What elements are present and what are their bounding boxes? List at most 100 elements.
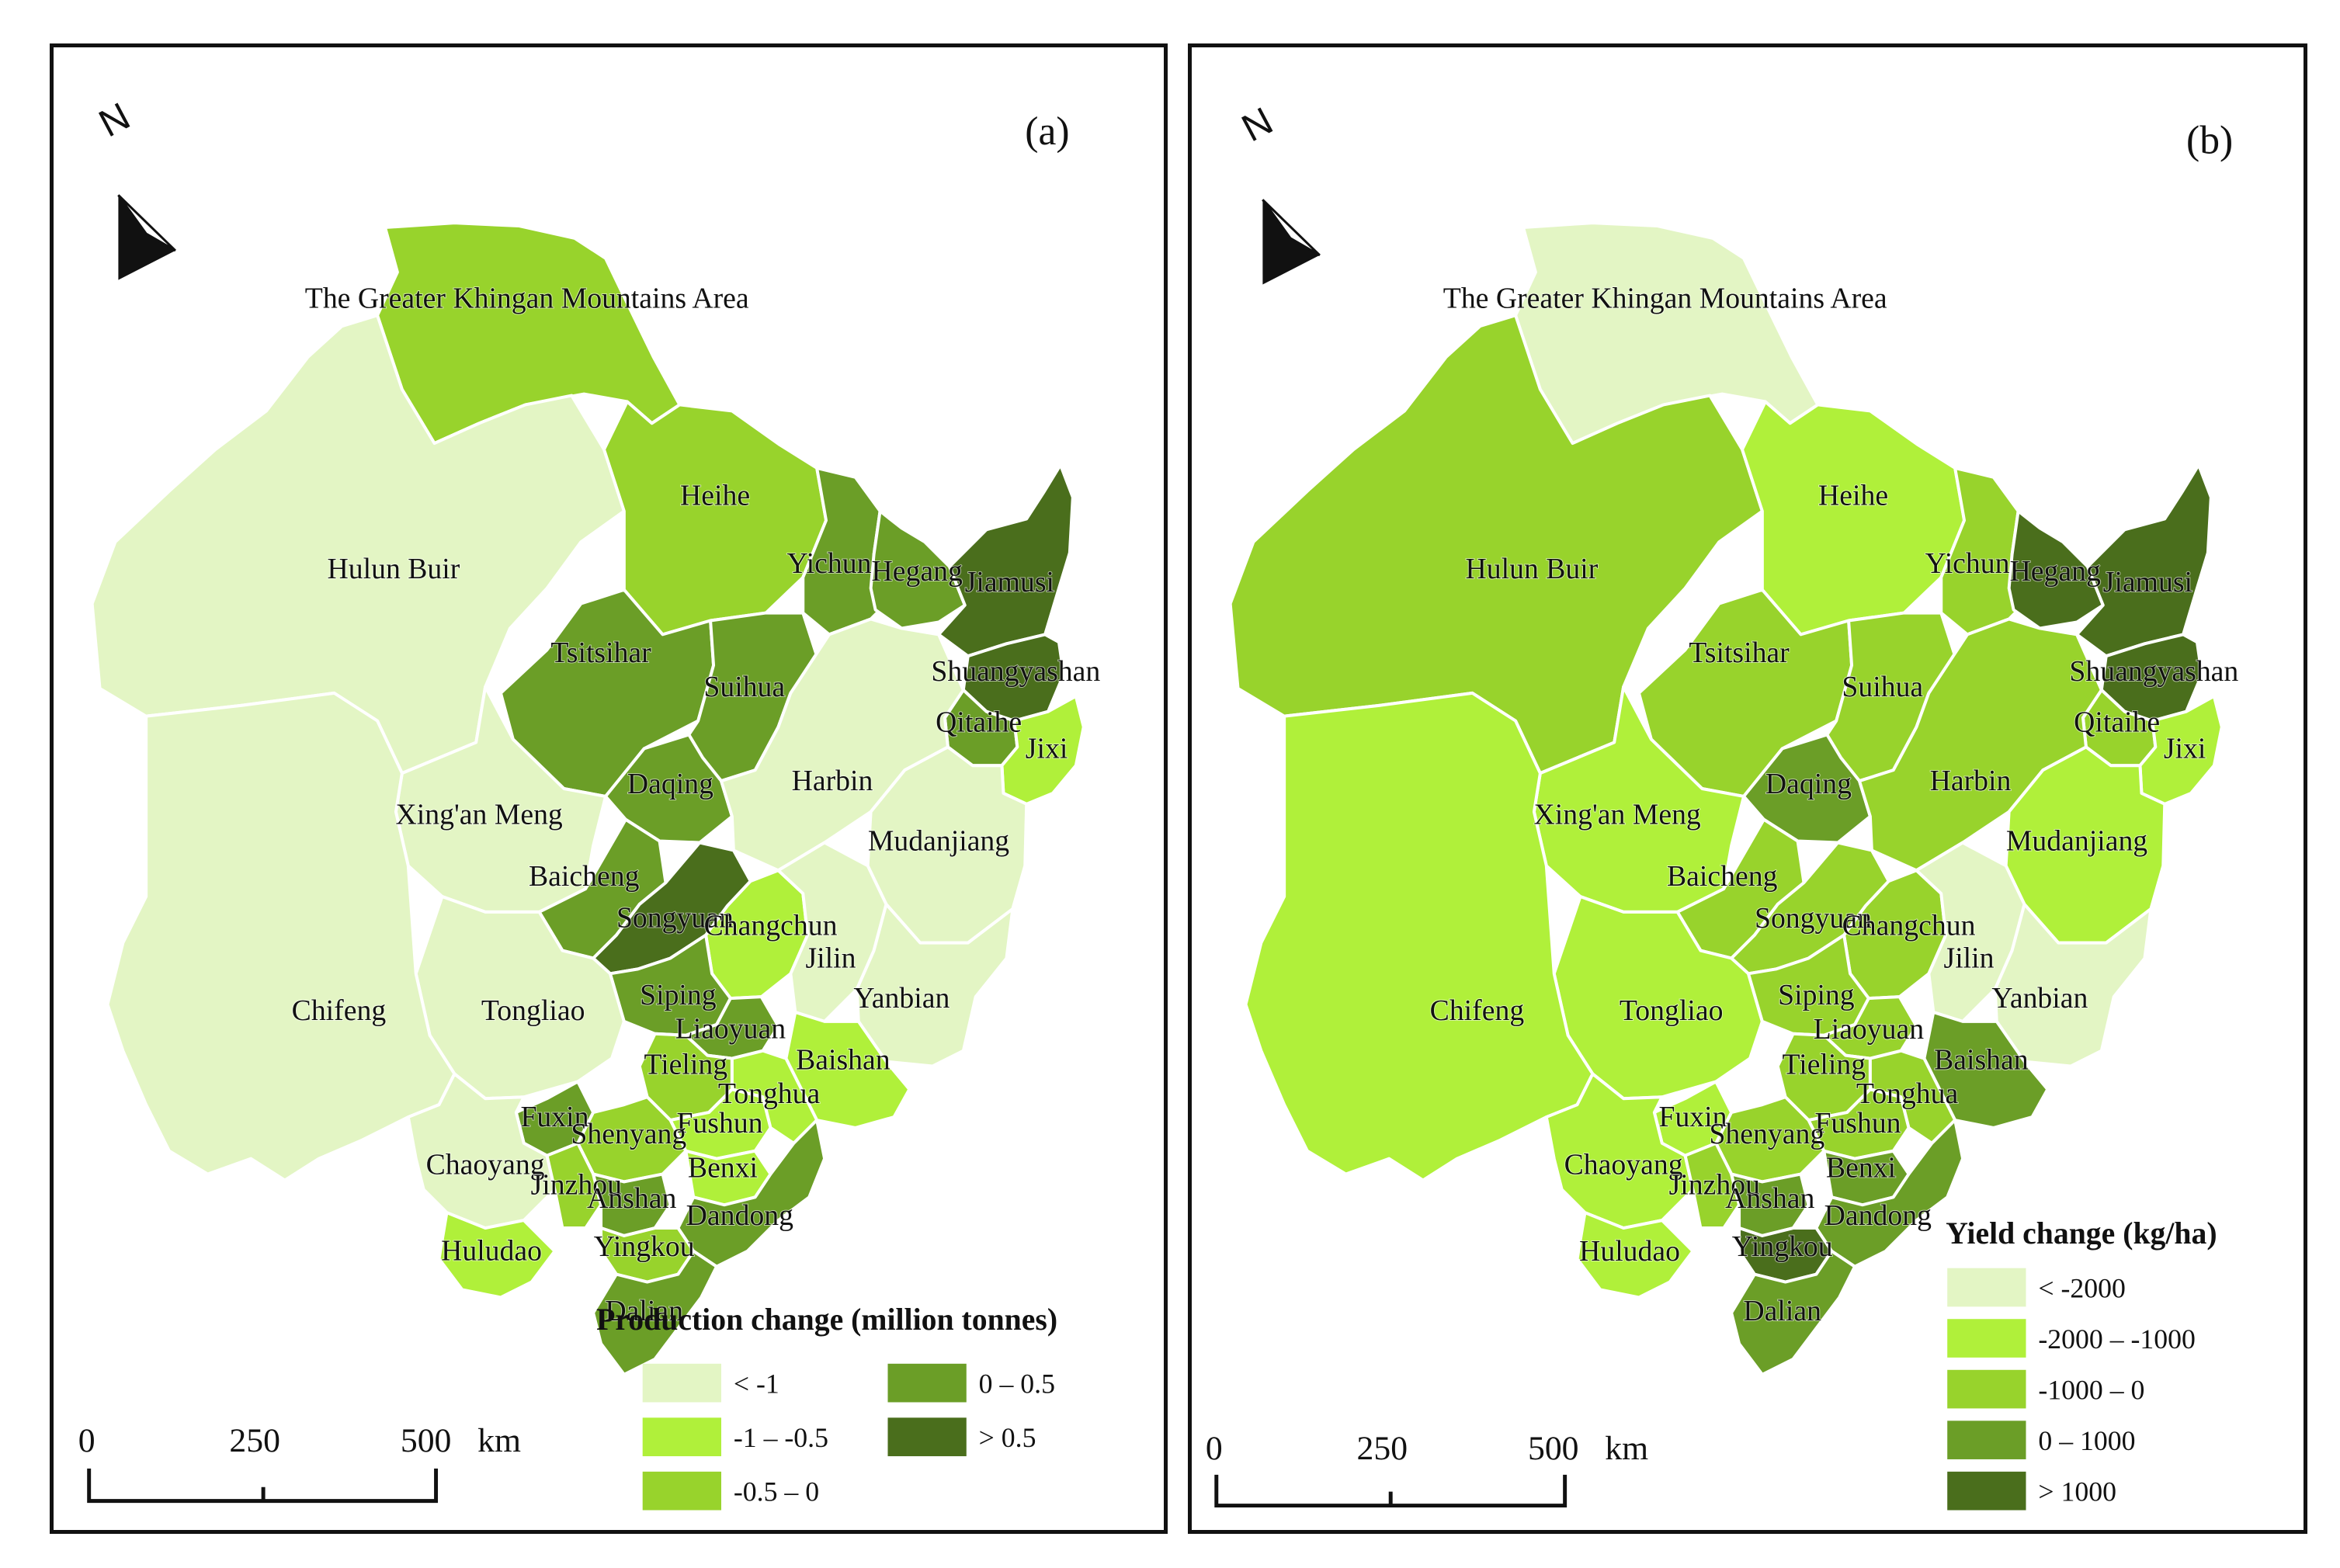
legend-swatch-3 [1947,1421,2026,1459]
label-tongliao: Tongliao [1620,994,1724,1027]
label-mudanjiang: Mudanjiang [2006,824,2147,857]
legend-label-4: > 1000 [2038,1476,2116,1507]
region-huludao [437,1211,557,1299]
region-heihe [1741,400,1967,637]
region-huludao [1575,1211,1695,1299]
legend-b: Yield change (kg/ha) < -2000 -2000 – -100… [1946,1216,2217,1511]
label-chifeng: Chifeng [1430,994,1525,1027]
label-daqing: Daqing [627,768,713,800]
region-tonghua [730,1049,819,1145]
region-hegang [869,509,967,630]
region-dalian [592,1249,719,1376]
label-xing-an-meng: Xing'an Meng [1534,799,1701,831]
label-harbin: Harbin [792,765,873,797]
label-jilin: Jilin [806,942,856,974]
label-huludao: Huludao [1579,1235,1680,1268]
legend-swatch-4 [1947,1471,2026,1511]
label-yanbian: Yanbian [1991,982,2088,1015]
label-daqing: Daqing [1765,768,1852,800]
north-label: N [92,94,137,145]
legend-label-0: < -1 [734,1369,779,1400]
label-jiamusi: Jiamusi [965,566,1054,598]
label-fushun: Fushun [676,1107,762,1140]
scale-unit: km [1605,1430,1648,1467]
label-yingkou: Yingkou [1732,1230,1833,1263]
legend-label-0: < -2000 [2038,1272,2126,1303]
label-hegang: Hegang [872,555,963,588]
scale-bar: 0 250 500 km [78,1422,521,1504]
legend-swatch-4 [887,1417,967,1456]
label-dalian: Dalian [1743,1295,1821,1327]
label-jixi: Jixi [1026,732,1068,765]
region-xing-an-meng [1532,685,1746,914]
region-chifeng [106,691,457,1182]
region-jixi [1000,694,1085,806]
scale-tick-500: 500 [401,1422,452,1459]
label-liaoyuan: Liaoyuan [1814,1013,1925,1046]
map-a-labels: The Greater Khingan Mountains Area Hulun … [291,281,1102,1328]
label-tongliao: Tongliao [481,994,585,1027]
region-yanbian [855,902,1015,1068]
region-jinzhou [545,1141,603,1230]
label-tonghua: Tonghua [1856,1077,1959,1110]
label-suihua: Suihua [703,671,785,703]
legend-items: < -1 -1 – -0.5 -0.5 – 0 0 – 0.5 > 0.5 [642,1363,1055,1511]
label-dandong: Dandong [1824,1199,1932,1232]
scale-tick-0: 0 [1206,1430,1223,1467]
map-a-svg: The Greater Khingan Mountains Area Hulun … [78,94,1102,1511]
label-jinzhou: Jinzhou [531,1168,622,1201]
label-benxi: Benxi [688,1151,758,1184]
scale-tick-500: 500 [1528,1430,1579,1467]
map-a-regions [90,221,1085,1376]
region-dalian [1730,1249,1857,1376]
region-jixi [2138,694,2224,806]
legend-label-4: > 0.5 [979,1422,1036,1453]
legend-swatch-1 [1947,1319,2026,1358]
legend-swatch-3 [887,1363,967,1403]
legend-a: Production change (million tonnes) < -1 -… [596,1303,1057,1511]
region-yanbian [1993,902,2153,1068]
label-tsitsihar: Tsitsihar [1689,637,1790,669]
label-anshan: Anshan [1725,1182,1814,1215]
region-jiamusi [2075,463,2213,658]
label-jixi: Jixi [2164,732,2206,765]
legend-label-2: -1000 – 0 [2038,1375,2144,1406]
legend-title: Production change (million tonnes) [596,1303,1057,1337]
label-the-greater-khingan-mountains-area: The Greater Khingan Mountains Area [1443,282,1887,314]
region-jinzhou [1683,1141,1741,1230]
label-yichun: Yichun [1925,547,2010,580]
label-the-greater-khingan-mountains-area: The Greater Khingan Mountains Area [305,282,749,314]
label-hegang: Hegang [2010,555,2101,588]
label-qitaihe: Qitaihe [2074,706,2160,739]
label-mudanjiang: Mudanjiang [868,824,1009,857]
label-yichun: Yichun [787,547,872,580]
legend-swatch-2 [1947,1369,2026,1409]
label-baishan: Baishan [796,1043,891,1076]
label-jiamusi: Jiamusi [2103,566,2192,598]
panel-letter-a: (a) [1025,109,1069,154]
label-siping: Siping [1778,979,1855,1011]
label-changchun: Changchun [704,910,838,942]
label-yanbian: Yanbian [853,982,950,1015]
label-chifeng: Chifeng [292,994,387,1027]
label-chaoyang: Chaoyang [1564,1149,1683,1181]
scale-tick-250: 250 [1357,1430,1408,1467]
north-label: N [1234,99,1279,150]
label-dandong: Dandong [686,1199,793,1232]
map-b-regions [1228,221,2224,1376]
label-shenyang: Shenyang [1709,1118,1824,1150]
legend-label-2: -0.5 – 0 [734,1476,819,1507]
north-arrow-icon: N [92,94,176,280]
legend-label-1: -1 – -0.5 [734,1422,828,1453]
legend-label-1: -2000 – -1000 [2038,1323,2196,1355]
label-huludao: Huludao [441,1235,542,1268]
map-panel-b: The Greater Khingan Mountains Area Hulun … [1188,43,2307,1534]
label-jilin: Jilin [1944,942,1995,974]
scale-unit: km [477,1422,521,1459]
map-b-labels: The Greater Khingan Mountains Area Hulun … [1429,281,2240,1328]
region-jiamusi [937,463,1075,658]
legend-swatch-0 [642,1363,721,1403]
region-heihe [602,400,828,637]
label-liaoyuan: Liaoyuan [675,1013,786,1046]
panel-letter-b: (b) [2186,119,2233,163]
